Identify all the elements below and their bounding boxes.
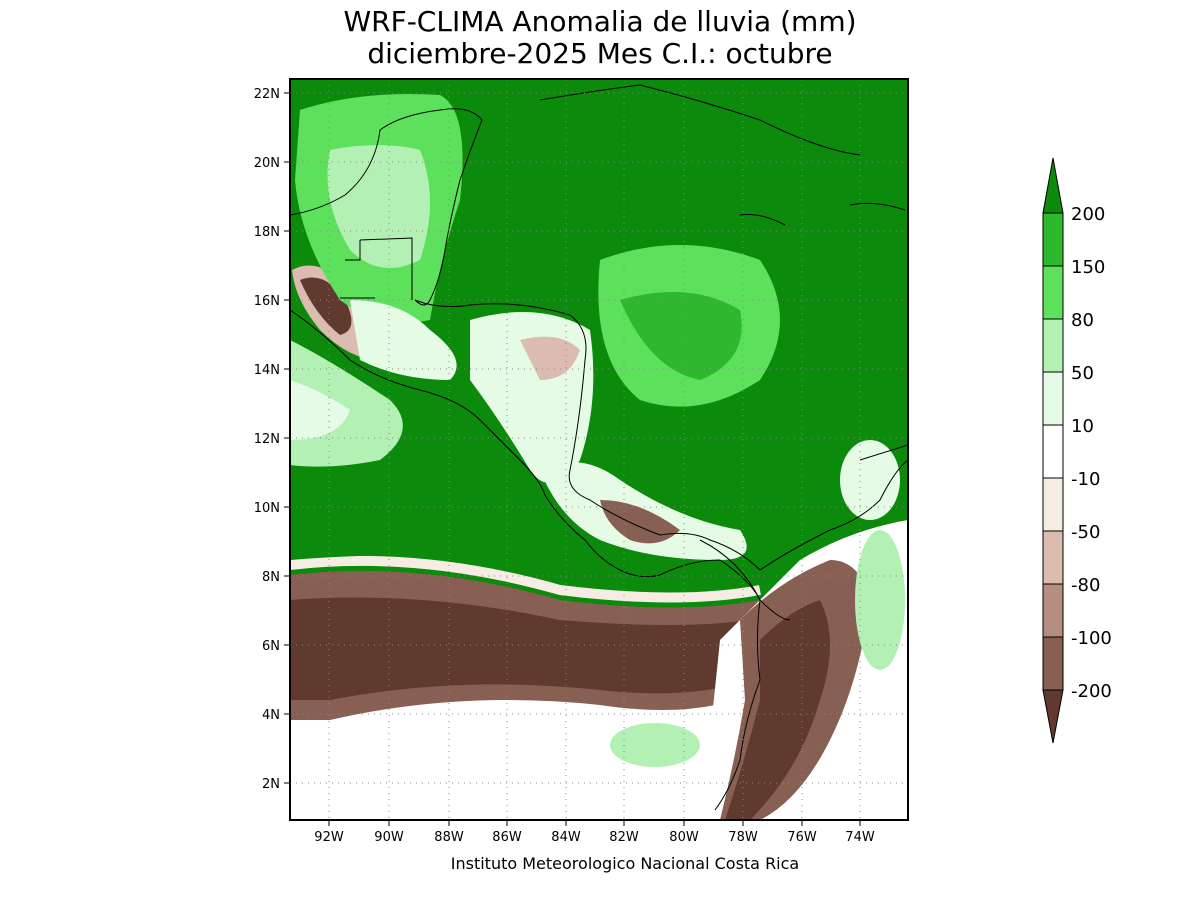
field-guatemala bbox=[350, 300, 457, 380]
colorbar-label: 200 bbox=[1071, 204, 1105, 225]
field-pacific-lighter bbox=[290, 380, 350, 440]
lon-tick-label: 92W bbox=[314, 830, 344, 845]
coastline-caribbean-ca bbox=[414, 299, 761, 571]
colorbar-segment bbox=[1042, 265, 1064, 320]
field-yucatan-inner bbox=[327, 145, 430, 268]
lon-tick-label: 80W bbox=[669, 830, 699, 845]
coastline-yucatan bbox=[290, 108, 483, 306]
lat-tick-label: 14N bbox=[254, 363, 280, 378]
coastline-pacific bbox=[290, 309, 761, 811]
coastline-jamaica bbox=[739, 214, 786, 226]
lat-tick-label: 18N bbox=[254, 225, 280, 240]
colorbar-segment bbox=[1042, 212, 1064, 267]
field-cr-brown bbox=[600, 500, 680, 544]
coastline-cuba bbox=[539, 84, 861, 156]
anomaly-field bbox=[290, 79, 908, 820]
lat-tick-label: 22N bbox=[254, 87, 280, 102]
field-lightgreen-south bbox=[610, 723, 700, 767]
lat-tick-label: 4N bbox=[262, 708, 280, 723]
lon-tick-label: 90W bbox=[374, 830, 404, 845]
colorbar-label: 50 bbox=[1071, 363, 1094, 384]
border-panama-colombia bbox=[699, 539, 791, 621]
field-caribbean-inner bbox=[620, 292, 742, 380]
grid-lines bbox=[290, 79, 908, 820]
lat-tick-label: 10N bbox=[254, 501, 280, 516]
colorbar-label: -50 bbox=[1071, 522, 1100, 543]
colorbar-segment bbox=[1042, 318, 1064, 373]
field-sa-lightgreen bbox=[840, 440, 900, 520]
colorbar-segment bbox=[1042, 424, 1064, 479]
field-darkbrown-band bbox=[290, 597, 750, 700]
coastline-hispaniola bbox=[849, 202, 906, 211]
map-subtitle: diciembre-2025 Mes C.I.: octubre bbox=[367, 37, 833, 70]
coastline-guajira bbox=[859, 444, 908, 461]
lon-tick-label: 86W bbox=[492, 830, 522, 845]
colorbar-label: -10 bbox=[1071, 469, 1100, 490]
lon-tick-label: 82W bbox=[609, 830, 639, 845]
colorbar-segment bbox=[1042, 477, 1064, 532]
border-guatemala bbox=[340, 237, 413, 300]
map-frame bbox=[289, 78, 909, 821]
field-sa-darkbrown bbox=[725, 600, 830, 820]
lon-tick-label: 78W bbox=[728, 830, 758, 845]
colorbar-label: -200 bbox=[1071, 681, 1112, 702]
field-honduras-brown bbox=[520, 336, 580, 380]
colorbar-bottom-triangle bbox=[1042, 689, 1064, 744]
lat-tick-label: 8N bbox=[262, 570, 280, 585]
colorbar-segment bbox=[1042, 583, 1064, 638]
colorbar-segment bbox=[1042, 371, 1064, 426]
colorbar-label: 80 bbox=[1071, 310, 1094, 331]
colorbar: 200 150 80 50 10 -10 -50 -80 -100 -200 bbox=[1042, 157, 1112, 744]
footer-credit: Instituto Meteorologico Nacional Costa R… bbox=[450, 854, 800, 873]
field-pacific-green bbox=[290, 475, 540, 560]
colorbar-top-triangle bbox=[1042, 157, 1064, 214]
lon-tick-label: 76W bbox=[787, 830, 817, 845]
lat-tick-label: 2N bbox=[262, 777, 280, 792]
lon-tick-label: 74W bbox=[845, 830, 875, 845]
lon-tick-label: 88W bbox=[434, 830, 464, 845]
coastlines bbox=[290, 84, 908, 811]
colorbar-segment bbox=[1042, 636, 1064, 691]
field-band-edge bbox=[290, 555, 761, 603]
colorbar-label: 150 bbox=[1071, 257, 1105, 278]
colorbar-label: -80 bbox=[1071, 575, 1100, 596]
lat-tick-label: 20N bbox=[254, 156, 280, 171]
colorbar-label: 10 bbox=[1071, 416, 1094, 437]
lat-tick-label: 12N bbox=[254, 432, 280, 447]
field-white-south-edge bbox=[290, 690, 720, 820]
lat-tick-label: 16N bbox=[254, 294, 280, 309]
lon-tick-label: 84W bbox=[551, 830, 581, 845]
axes: 92W 90W 88W 86W 84W 82W 80W 78W 76W 74W … bbox=[254, 87, 875, 845]
map-title: WRF-CLIMA Anomalia de lluvia (mm) bbox=[343, 5, 857, 38]
coastline-colombia-caribbean bbox=[759, 459, 908, 571]
field-sa-green bbox=[855, 530, 905, 670]
colorbar-label: -100 bbox=[1071, 628, 1112, 649]
colorbar-segment bbox=[1042, 530, 1064, 585]
lat-tick-label: 6N bbox=[262, 639, 280, 654]
